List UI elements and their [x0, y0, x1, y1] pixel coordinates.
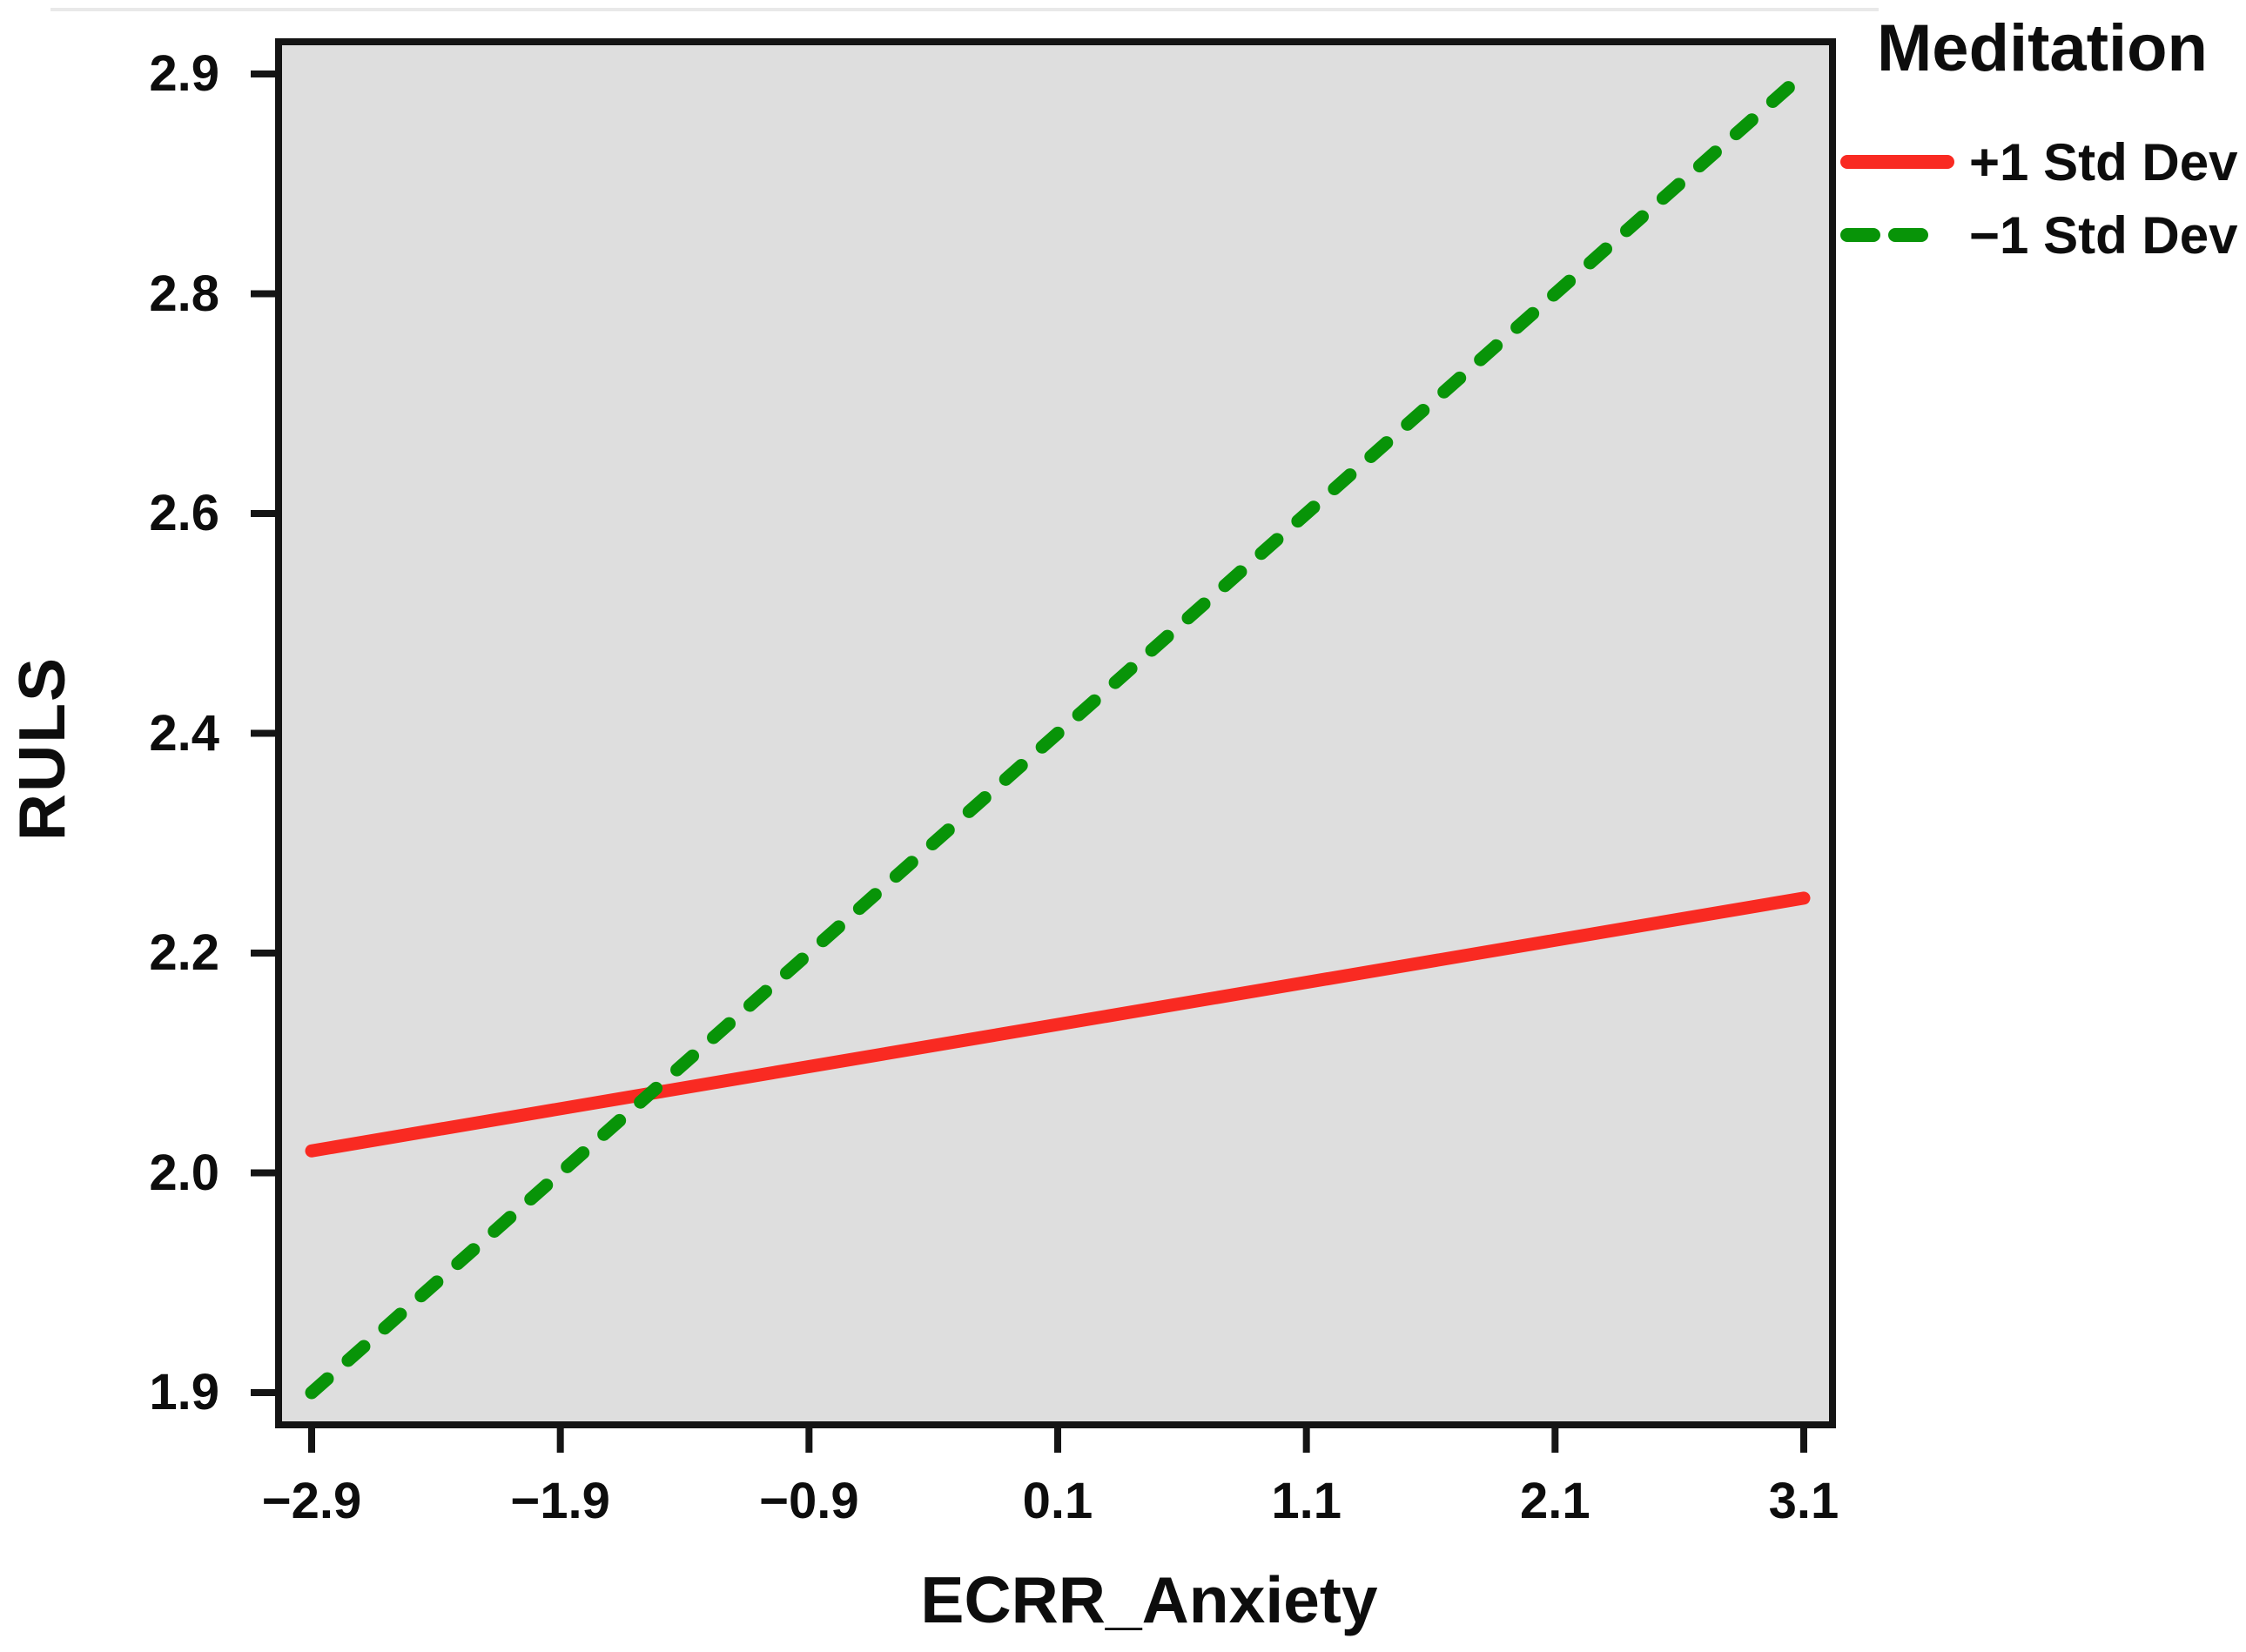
x-axis-title: ECRR_Anxiety [920, 1563, 1378, 1636]
x-tick-label: 3.1 [1768, 1473, 1839, 1529]
y-tick-label: 2.9 [149, 45, 219, 102]
y-tick-label: 2.4 [149, 704, 219, 762]
legend-title: Meditation [1877, 11, 2208, 85]
x-tick-label: 1.1 [1271, 1473, 1342, 1529]
x-tick-label: 2.1 [1520, 1473, 1590, 1529]
y-tick-label: 2.0 [149, 1144, 219, 1201]
series-line-minus1-std-dev [305, 67, 1811, 1400]
top-divider-line [50, 8, 1879, 11]
x-tick-label: −2.9 [261, 1473, 362, 1529]
y-tick-label: 1.9 [149, 1364, 219, 1420]
legend-swatch-plus1-std-dev [1840, 155, 1954, 169]
y-axis-title: RULS [5, 655, 78, 842]
y-tick-label: 2.2 [149, 924, 219, 981]
y-tick-label: 2.8 [149, 265, 219, 322]
x-tick-label: −0.9 [759, 1473, 859, 1529]
x-tick-label: 0.1 [1022, 1473, 1093, 1529]
series-line-plus1-std-dev [305, 891, 1811, 1158]
x-tick-label: −1.9 [510, 1473, 610, 1529]
y-tick-label: 2.6 [149, 485, 219, 541]
legend-label-plus1-std-dev: +1 Std Dev [1969, 133, 2238, 191]
legend-swatch-minus1-std-dev [1840, 228, 1941, 242]
legend-label-minus1-std-dev: −1 Std Dev [1969, 206, 2238, 265]
